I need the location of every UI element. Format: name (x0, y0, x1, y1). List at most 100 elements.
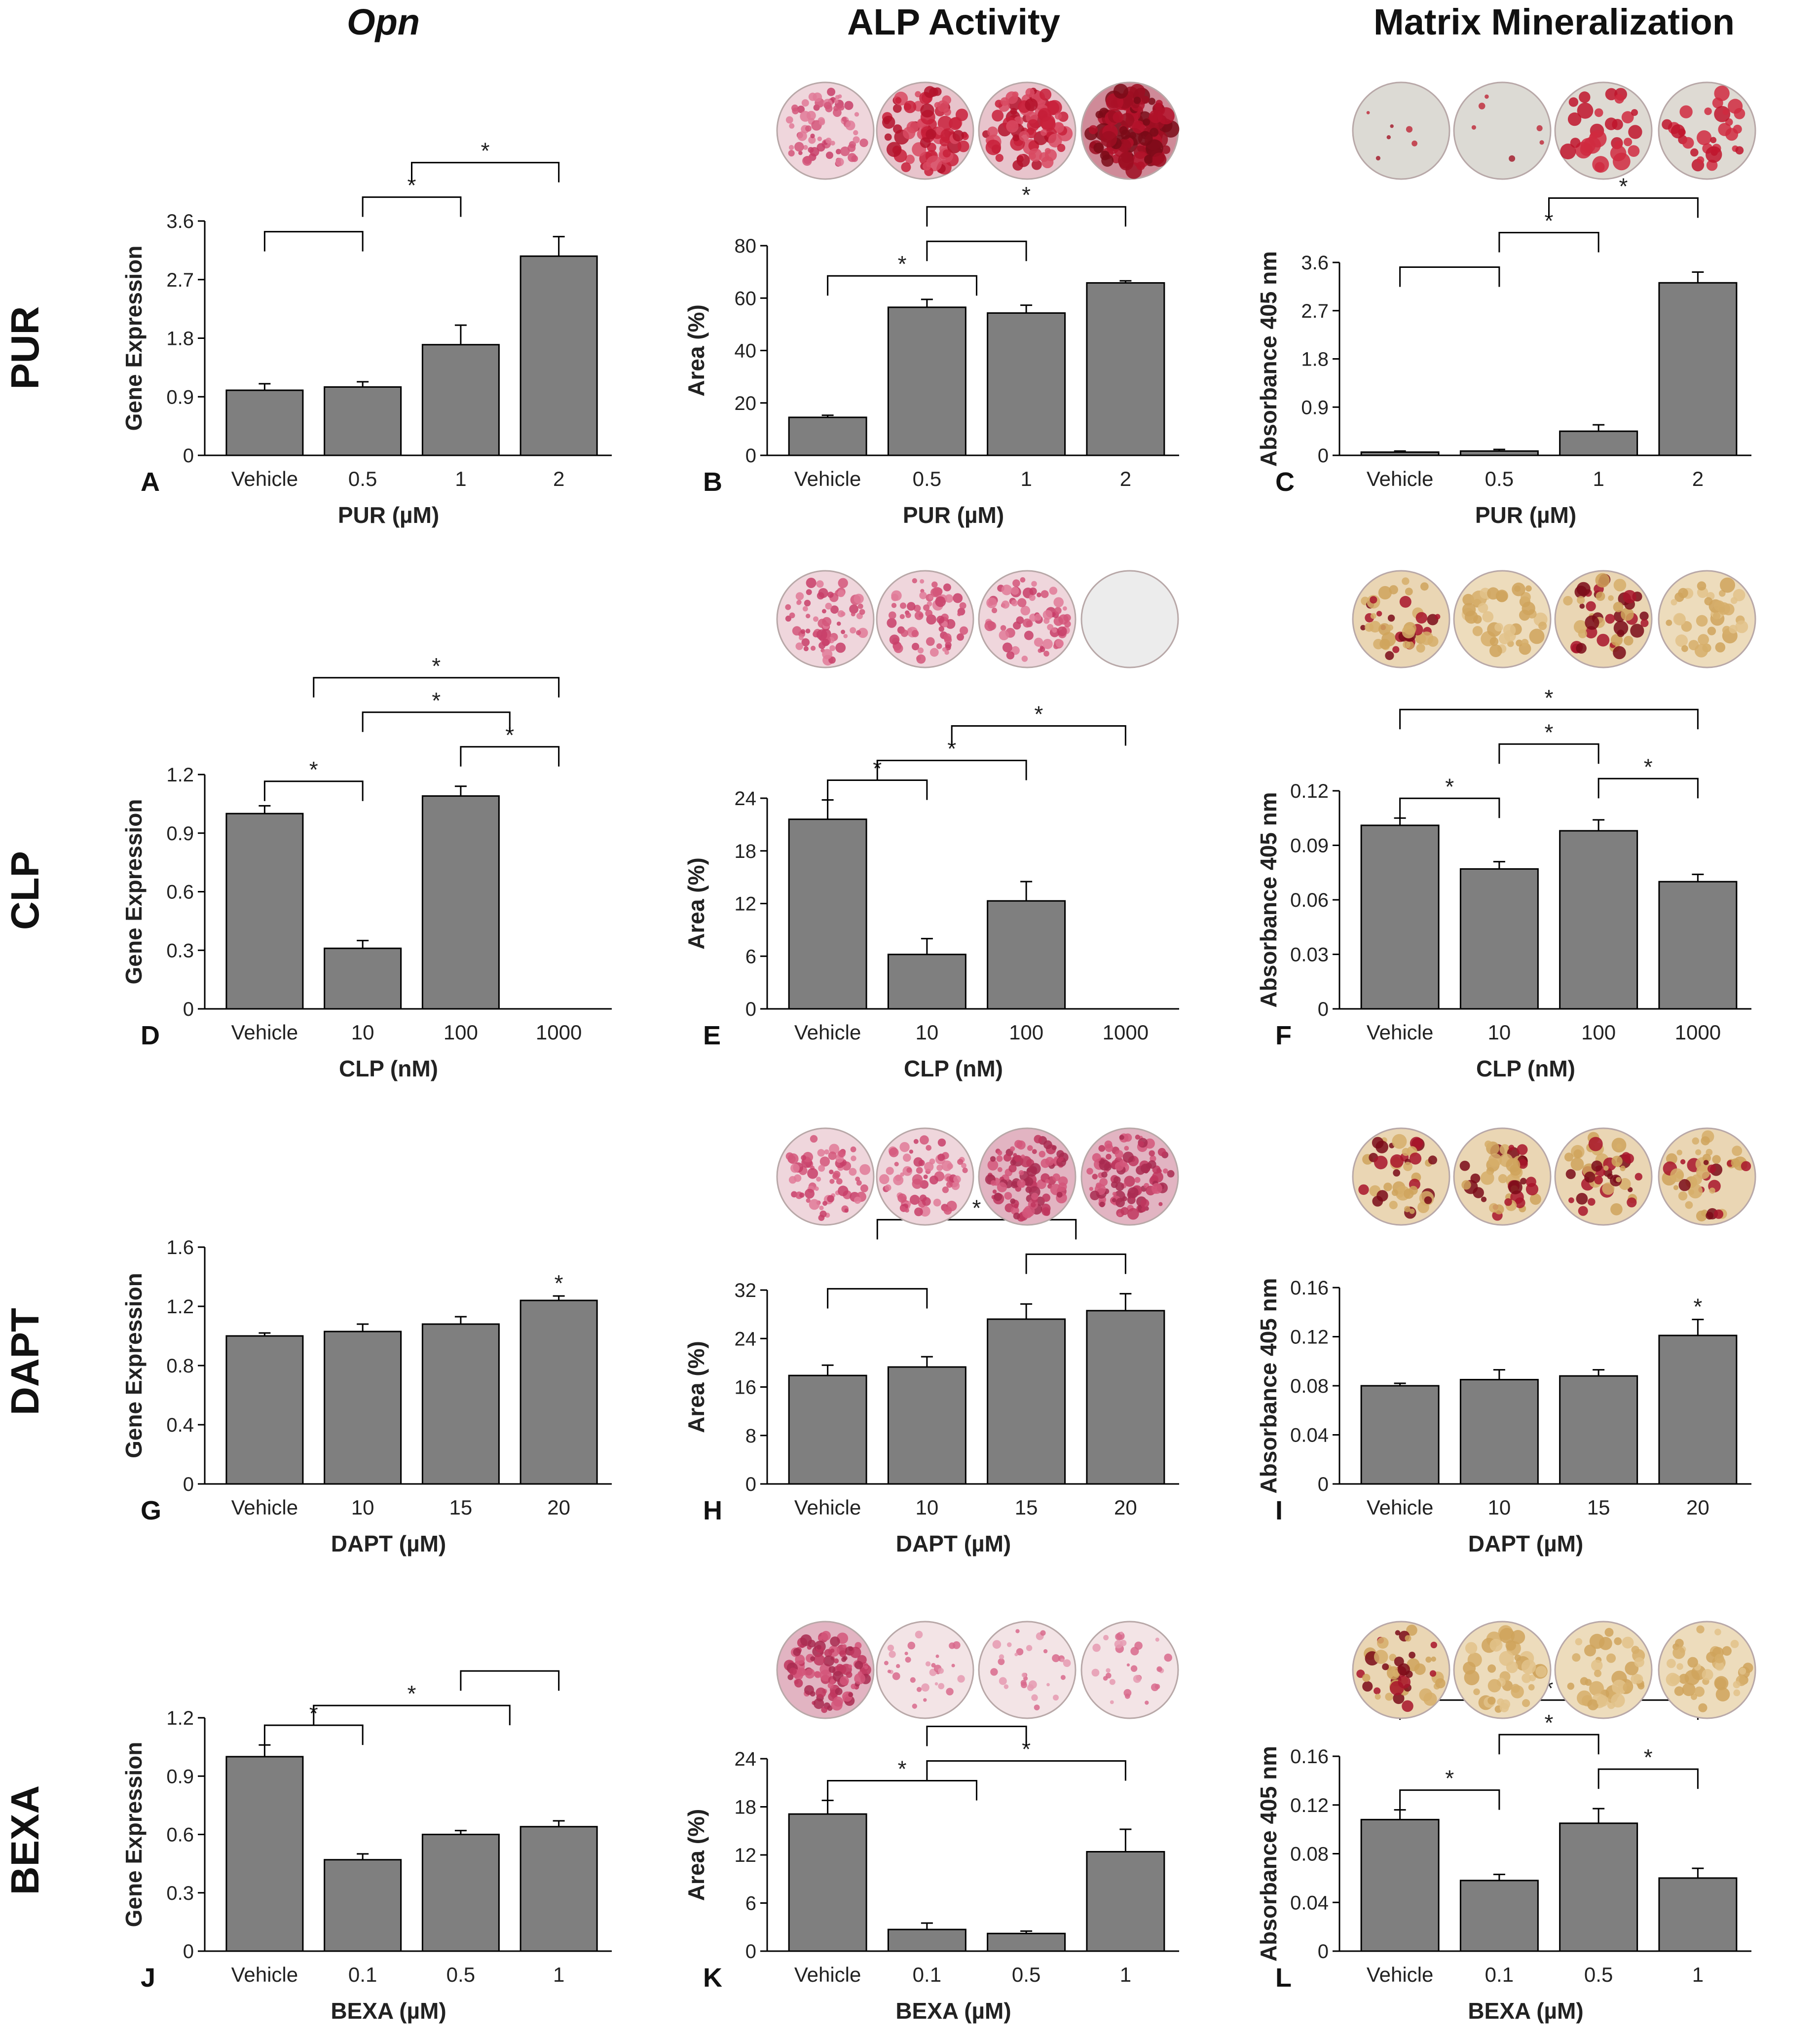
significance-bracket (1498, 743, 1599, 764)
stain-spot (1133, 1675, 1141, 1683)
stain-spot (1362, 1681, 1373, 1692)
well-image-i-4 (1658, 1127, 1756, 1226)
panel-a: 0 0.9 1.8 2.7 3.6 Vehicle 0.5 1 2 PUR (µM) Gene Ex… (121, 138, 612, 528)
stain-spot (1415, 612, 1427, 624)
x-category-label: 15 (449, 1496, 473, 1519)
error-bar (259, 1332, 271, 1336)
stain-spot (943, 108, 951, 116)
stain-spot (998, 1658, 1005, 1665)
row-label-pur: PUR (3, 306, 47, 390)
stain-spot (1707, 627, 1716, 635)
stain-spot (816, 1687, 826, 1698)
stain-spot (1430, 1641, 1437, 1649)
stain-spot (1027, 1684, 1034, 1691)
stain-spot (835, 157, 844, 166)
stain-spot (838, 104, 845, 111)
bar-c-1 (1360, 451, 1440, 456)
stain-spot (814, 1671, 821, 1678)
stain-spot (1058, 614, 1069, 625)
stain-spot (1509, 155, 1516, 162)
stain-spot (1678, 1179, 1691, 1191)
stain-spot (1671, 599, 1677, 606)
stain-spot (926, 129, 936, 140)
stain-spot (1596, 592, 1605, 601)
x-category-label: 20 (1114, 1496, 1137, 1519)
stain-spot (1152, 152, 1167, 167)
stain-spot (850, 627, 856, 634)
stain-spot (1374, 1687, 1381, 1695)
stain-spot (849, 604, 858, 614)
stain-spot (953, 593, 963, 603)
stain-spot (817, 143, 825, 152)
stain-spot (1122, 1151, 1134, 1163)
bar-h-2 (887, 1366, 966, 1485)
stain-spot (1478, 602, 1488, 613)
stain-spot (848, 1646, 854, 1651)
stain-spot (826, 151, 833, 159)
significance-bracket (1025, 1253, 1126, 1274)
stain-spot (1425, 1656, 1432, 1663)
stain-spot (1588, 1198, 1596, 1206)
stain-spot (1157, 1147, 1166, 1156)
stain-spot (1472, 626, 1483, 636)
error-bar (1493, 861, 1505, 869)
bar-g-3 (421, 1323, 500, 1485)
stain-spot (936, 616, 945, 624)
y-tick-label: 0.16 (1290, 1746, 1329, 1768)
stain-spot (900, 1206, 906, 1212)
x-category-label: 0.5 (446, 1963, 475, 1986)
stain-spot (996, 1155, 1003, 1162)
significance-star: * (898, 1756, 907, 1782)
stain-spot (1580, 143, 1593, 156)
stain-spot (1134, 1641, 1143, 1650)
panel-letter: L (1275, 1963, 1292, 1993)
stain-spot (1120, 1207, 1129, 1215)
stain-spot (1403, 1188, 1414, 1199)
stain-spot (823, 1655, 835, 1666)
stain-spot (825, 105, 833, 112)
significance-star: * (947, 736, 956, 762)
stain-spot (808, 136, 816, 144)
stain-spot (1576, 582, 1591, 596)
stain-spot (848, 1692, 854, 1698)
y-tick-label: 0.3 (166, 1883, 194, 1904)
stain-spot (1613, 646, 1626, 660)
stain-spot (1090, 1190, 1100, 1200)
stain-spot (1529, 629, 1545, 644)
stain-spot (942, 149, 951, 158)
stain-spot (1385, 651, 1394, 660)
well-image-l-3 (1554, 1621, 1653, 1719)
stain-spot (1121, 151, 1133, 163)
stain-spot (1435, 1678, 1446, 1689)
stain-spot (842, 116, 847, 122)
stain-spot (1713, 1209, 1724, 1219)
stain-spot (838, 1149, 846, 1157)
y-tick-label: 0.9 (1301, 397, 1329, 418)
stain-spot (1376, 611, 1382, 617)
x-axis-title: DAPT (µM) (896, 1531, 1011, 1556)
stain-spot (1045, 1179, 1050, 1184)
significance-bracket (827, 1780, 977, 1801)
stain-spot (1733, 1681, 1741, 1689)
stain-spot (1040, 647, 1045, 652)
stain-spot (886, 142, 902, 157)
y-tick-label: 0 (183, 1474, 194, 1495)
stain-spot (1365, 623, 1374, 632)
stain-spot (1478, 103, 1486, 110)
stain-spot (1106, 1153, 1112, 1160)
stain-spot (1688, 640, 1699, 651)
y-axis-title: Absorbance 405 nm (1256, 251, 1281, 467)
stain-spot (1101, 154, 1114, 167)
stain-spot (817, 592, 824, 600)
stain-spot (1042, 639, 1053, 649)
panel-i: 0 0.04 0.08 0.12 0.16 Vehicle 10 15 20 DAPT (µM) A… (1256, 1277, 1751, 1556)
stain-spot (1370, 613, 1376, 619)
x-category-label: 15 (1015, 1496, 1038, 1519)
stain-spot (899, 614, 905, 619)
stain-spot (864, 1665, 868, 1669)
y-tick-label: 0.9 (166, 1766, 194, 1787)
error-bar (1593, 819, 1605, 831)
stain-spot (1603, 1165, 1609, 1171)
bar-d-2 (324, 947, 402, 1010)
stain-spot (851, 1155, 856, 1161)
